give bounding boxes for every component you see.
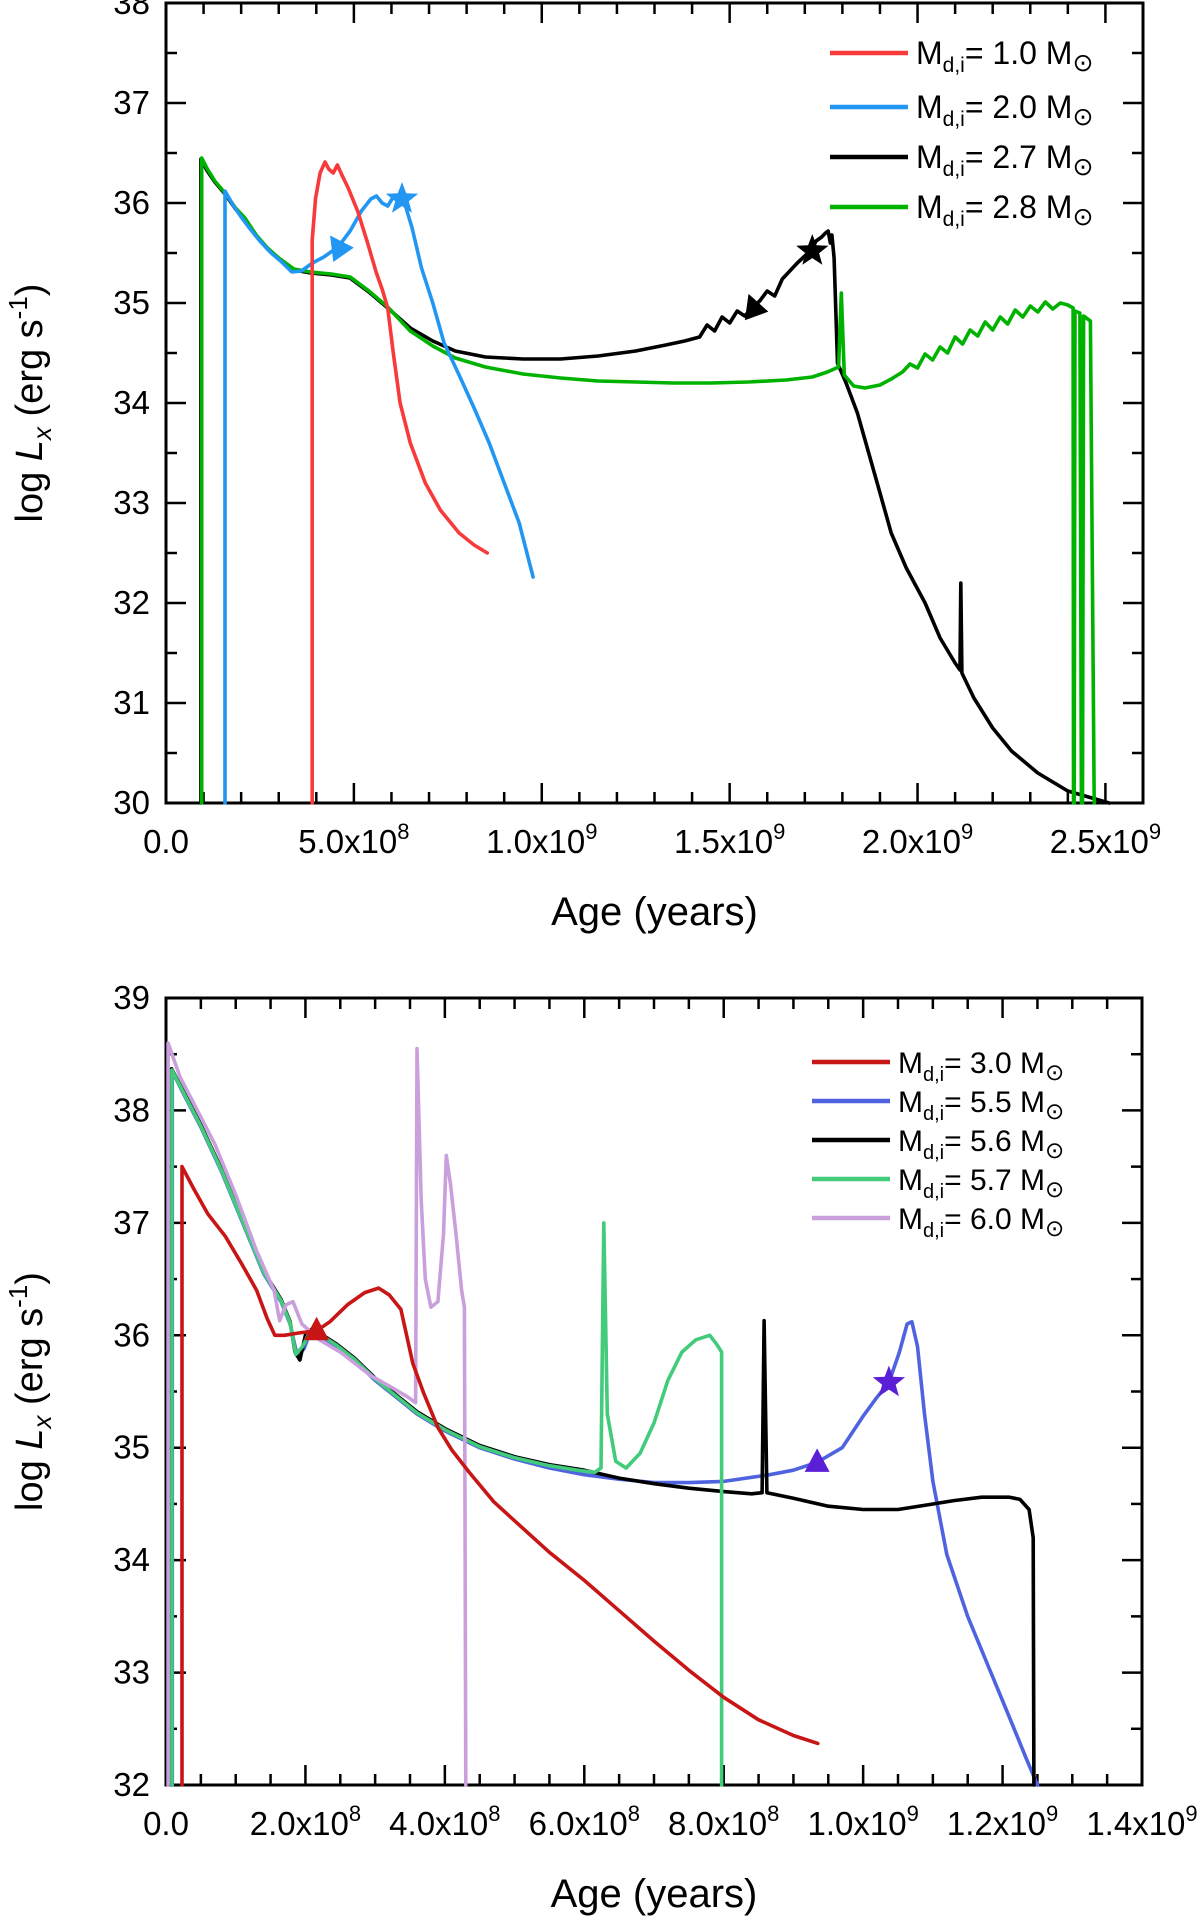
bottom-frame: [164, 996, 1144, 1787]
top-y-tick-label: 38: [113, 0, 150, 21]
legend-label: Md,i= 2.8 M⊙: [916, 189, 1093, 231]
bottom-y-tick-label: 38: [113, 1091, 150, 1128]
top-x-axis-title: Age (years): [551, 890, 758, 934]
triangle-marker: [744, 293, 769, 321]
legend-label: Md,i= 5.6 M⊙: [898, 1125, 1064, 1164]
bottom-y-tick-label: 37: [113, 1204, 150, 1241]
bottom-legend: Md,i= 3.0 M⊙Md,i= 5.5 M⊙Md,i= 5.6 M⊙Md,i…: [812, 1047, 1064, 1242]
bottom-x-tick-label: 2.0x108: [250, 1801, 361, 1842]
top-x-tick-label: 1.5x109: [674, 819, 785, 860]
bottom-y-tick-label: 35: [113, 1429, 150, 1466]
legend-label: Md,i= 1.0 M⊙: [916, 35, 1093, 77]
series--1.0-: [310, 160, 490, 805]
bottom-x-tick-label: 1.4x109: [1086, 1801, 1197, 1842]
bottom-x-axis-title: Age (years): [551, 1872, 758, 1916]
triangle-marker: [304, 1316, 330, 1341]
top-y-tick-label: 31: [113, 684, 150, 721]
bottom-x-tick-label: 4.0x108: [389, 1801, 500, 1842]
bottom-x-tick-label: 8.0x108: [668, 1801, 779, 1842]
triangle-marker: [330, 235, 354, 262]
series--3.0-: [180, 1164, 820, 1787]
bottom-y-tick-label: 34: [113, 1541, 150, 1578]
bottom-x-tick-label: 1.0x109: [807, 1801, 918, 1842]
top-y-tick-label: 32: [113, 584, 150, 621]
series--2.0-: [223, 189, 535, 805]
bottom-x-tick-label: 1.2x109: [947, 1801, 1058, 1842]
legend-label: Md,i= 5.7 M⊙: [898, 1164, 1064, 1203]
bottom-y-axis-title: log Lx (erg s-1): [3, 1272, 57, 1511]
top-x-tick-label: 1.0x109: [486, 819, 597, 860]
top-y-tick-label: 37: [113, 84, 150, 121]
top-x-tick-label: 5.0x108: [298, 819, 409, 860]
legend-label: Md,i= 6.0 M⊙: [898, 1203, 1064, 1242]
star-marker: [385, 182, 419, 213]
top-y-tick-label: 35: [113, 284, 150, 321]
bottom-y-tick-label: 33: [113, 1654, 150, 1691]
top-y-tick-label: 36: [113, 184, 150, 221]
series--6.0-: [166, 1041, 468, 1787]
top-y-axis-title: log Lx (erg s-1): [3, 284, 57, 523]
bottom-x-tick-label: 6.0x108: [529, 1801, 640, 1842]
top-x-tick-label: 2.5x109: [1050, 819, 1161, 860]
triangle-marker: [804, 1448, 830, 1472]
legend-label: Md,i= 2.0 M⊙: [916, 89, 1093, 131]
top-y-tick-label: 34: [113, 384, 150, 421]
bottom-plot-area: [166, 998, 1142, 1785]
bottom-y-tick-label: 36: [113, 1316, 150, 1353]
top-frame: [164, 1, 1145, 805]
bottom-panel: 0.0 2.0x108 4.0x108 6.0x108 8.0x108 1.0x109 1.…: [3, 979, 1198, 1916]
top-y-tick-label: 30: [113, 784, 150, 821]
top-plot-area: [166, 3, 1143, 803]
legend-label: Md,i= 5.5 M⊙: [898, 1086, 1064, 1125]
bottom-y-tick-label: 32: [113, 1766, 150, 1803]
bottom-ticks: [164, 996, 1144, 1787]
top-legend: Md,i= 1.0 M⊙ Md,i= 2.0 M⊙ Md,i= 2.7 M⊙ Md,i…: [830, 35, 1093, 231]
top-ticks: [164, 1, 1145, 805]
series--2.8-: [199, 156, 1096, 805]
top-y-tick-label: 33: [113, 484, 150, 521]
star-marker: [872, 1365, 906, 1397]
top-panel: 0.0 5.0x108 1.0x109 1.5x109 2.0x109 2.5x109 30…: [3, 0, 1161, 934]
star-marker: [796, 234, 829, 265]
top-x-tick-label: 2.0x109: [862, 819, 973, 860]
legend-label: Md,i= 3.0 M⊙: [898, 1047, 1064, 1086]
bottom-x-tick-label: 0.0: [143, 1805, 189, 1842]
top-x-tick-label: 0.0: [143, 823, 189, 860]
legend-label: Md,i= 2.7 M⊙: [916, 139, 1093, 181]
bottom-y-tick-label: 39: [113, 979, 150, 1016]
